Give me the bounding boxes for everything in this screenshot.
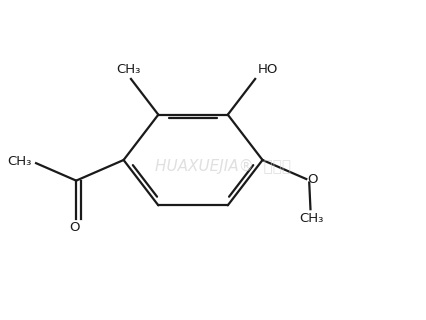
Text: O: O xyxy=(308,173,318,187)
Text: HO: HO xyxy=(257,63,278,76)
Text: O: O xyxy=(70,221,80,234)
Text: CH₃: CH₃ xyxy=(8,155,32,168)
Text: CH₃: CH₃ xyxy=(117,63,141,76)
Text: HUAXUEJIA®  化学加: HUAXUEJIA® 化学加 xyxy=(155,159,291,174)
Text: CH₃: CH₃ xyxy=(299,212,323,225)
